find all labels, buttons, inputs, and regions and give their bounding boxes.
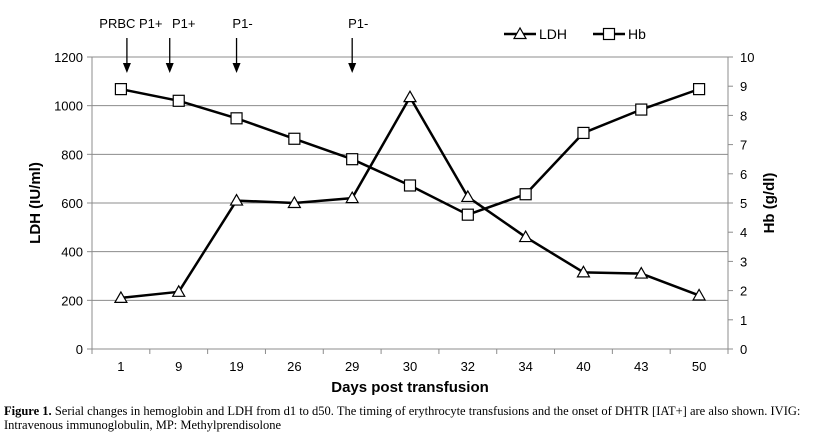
annotation-arrow-head: [348, 63, 357, 73]
caption-label: Figure 1.: [4, 404, 52, 418]
data-point-ldh: [692, 288, 707, 301]
y2-tick-label: 2: [740, 284, 747, 299]
legend-label-ldh: LDH: [539, 26, 567, 42]
y2-tick-label: 8: [740, 108, 747, 123]
legend-label-hb: Hb: [628, 26, 646, 42]
x-axis-title: Days post transfusion: [331, 379, 489, 396]
y-axis-title: LDH (IU/ml): [27, 162, 44, 244]
x-tick-label: 19: [229, 359, 243, 374]
data-point-hb: [230, 112, 243, 125]
annotation-label: P1-: [232, 16, 252, 31]
y2-tick-label: 6: [740, 167, 747, 182]
figure-caption: Figure 1. Serial changes in hemoglobin a…: [4, 404, 822, 432]
data-point-hb: [172, 94, 185, 107]
data-point-hb: [114, 83, 128, 96]
data-point-ldh: [576, 265, 591, 278]
x-tick-label: 26: [287, 359, 301, 374]
y2-tick-label: 0: [740, 342, 747, 357]
annotation-arrow-head: [122, 63, 131, 73]
data-point-ldh: [287, 195, 302, 209]
annotation-label: P1+: [172, 16, 196, 31]
y2-axis-title: Hb (g/dl): [761, 173, 778, 234]
y2-tick-label: 5: [740, 196, 747, 211]
data-point-ldh: [518, 229, 533, 243]
series-line-hb: [120, 87, 700, 216]
data-point-ldh: [113, 290, 128, 303]
y-tick-label: 400: [61, 245, 83, 260]
caption-text: Serial changes in hemoglobin and LDH fro…: [4, 404, 801, 432]
y2-tick-label: 3: [740, 254, 747, 269]
y-tick-label: 800: [61, 147, 83, 162]
data-point-hb: [577, 126, 590, 140]
y2-tick-label: 9: [740, 79, 747, 94]
annotation-label: PRBC P1+: [99, 16, 162, 31]
annotation-arrow-head: [165, 63, 174, 73]
data-point-hb: [461, 208, 474, 221]
x-tick-label: 40: [576, 359, 590, 374]
x-tick-label: 29: [345, 359, 359, 374]
data-point-ldh: [402, 89, 418, 103]
x-tick-label: 43: [634, 359, 648, 374]
data-point-ldh: [171, 284, 186, 297]
y-tick-label: 600: [61, 196, 83, 211]
x-tick-label: 32: [461, 359, 475, 374]
x-tick-label: 1: [117, 359, 124, 374]
y-tick-label: 0: [76, 342, 83, 357]
annotation-label: P1-: [348, 16, 368, 31]
y-tick-label: 200: [61, 293, 83, 308]
y2-tick-label: 1: [740, 313, 747, 328]
data-point-ldh: [345, 190, 360, 204]
data-point-ldh: [460, 189, 475, 203]
data-point-hb: [403, 179, 417, 192]
data-point-hb: [346, 153, 359, 166]
series-line-ldh: [120, 95, 700, 300]
data-point-hb: [519, 188, 532, 201]
y-tick-label: 1000: [54, 99, 83, 114]
data-point-hb: [692, 83, 706, 96]
y2-tick-label: 4: [740, 225, 747, 240]
annotation-arrow-head: [232, 63, 241, 73]
legend-marker-hb: [602, 27, 616, 41]
data-point-ldh: [229, 193, 244, 206]
x-tick-label: 30: [403, 359, 417, 374]
x-tick-label: 9: [175, 359, 182, 374]
data-point-hb: [635, 103, 648, 116]
legend-marker-ldh: [512, 26, 528, 40]
data-point-ldh: [634, 266, 649, 279]
x-tick-label: 50: [692, 359, 706, 374]
y2-tick-label: 10: [740, 50, 754, 65]
data-point-hb: [288, 132, 301, 145]
x-tick-label: 34: [518, 359, 532, 374]
y-tick-label: 1200: [54, 50, 83, 65]
y2-tick-label: 7: [740, 138, 747, 153]
